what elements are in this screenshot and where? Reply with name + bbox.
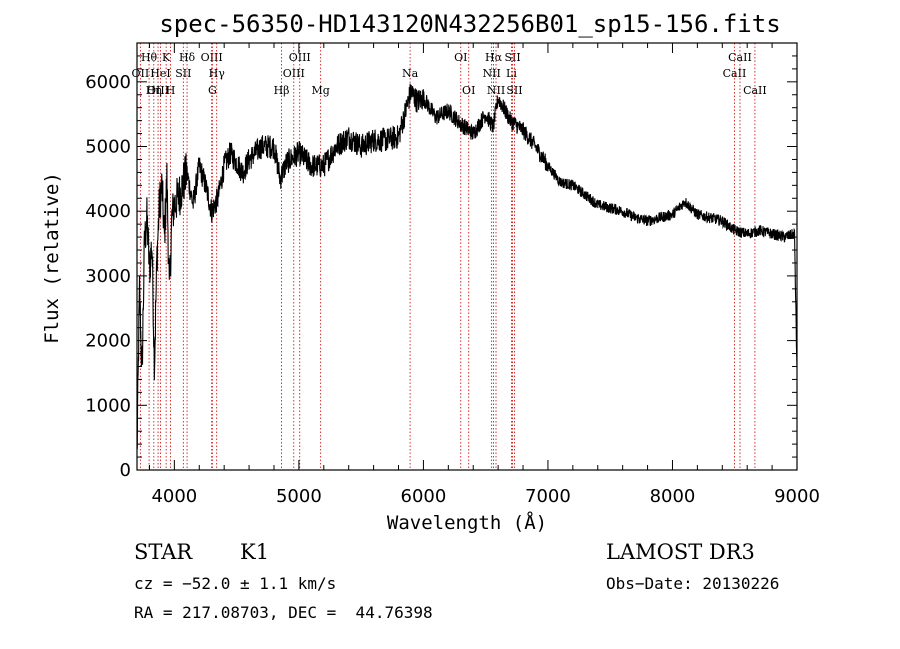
flux-series: [136, 83, 798, 451]
x-tick-label-5000: 5000: [276, 486, 322, 507]
line-label-13: OIII: [283, 67, 305, 80]
line-label-0: Hθ: [141, 51, 158, 64]
x-tick-label-8000: 8000: [650, 486, 696, 507]
line-label-27: CaII: [743, 84, 767, 97]
chart-title: spec-56350-HD143120N432256B01_sp15-156.f…: [159, 10, 780, 38]
line-label-4: K: [162, 51, 171, 64]
x-tick-label-9000: 9000: [774, 486, 820, 507]
y-tick-label-5000: 5000: [85, 137, 131, 158]
x-tick-label-4000: 4000: [151, 486, 197, 507]
y-tick-label-0: 0: [120, 460, 131, 481]
line-label-9: OIII: [201, 51, 223, 64]
line-label-14: OIII: [289, 51, 311, 64]
object-class: STAR: [134, 540, 193, 564]
y-axis-label: Flux (relative): [41, 172, 63, 344]
line-label-23: SII: [504, 51, 520, 64]
line-label-8: Hδ: [179, 51, 196, 64]
line-label-22: Li: [506, 67, 517, 80]
y-tick-label-3000: 3000: [85, 266, 131, 287]
line-label-12: Hβ: [274, 84, 290, 97]
plot-frame: [136, 42, 798, 471]
line-label-11: G: [208, 84, 217, 97]
line-label-18: OI: [462, 84, 475, 97]
line-label-2: OIII: [147, 84, 169, 97]
line-label-26: CaII: [728, 51, 752, 64]
redshift-readout: cz = −52.0 ± 1.1 km/s: [134, 574, 337, 593]
obs-date: Obs−Date: 20130226: [606, 574, 780, 593]
line-label-7: SII: [175, 67, 191, 80]
y-tick-label-1000: 1000: [85, 395, 131, 416]
x-tick-label-7000: 7000: [525, 486, 571, 507]
line-label-15: Mg: [312, 84, 330, 97]
y-tick-label-2000: 2000: [85, 331, 131, 352]
line-label-3: HeI: [150, 67, 170, 80]
object-subclass: K1: [240, 540, 270, 564]
y-tick-label-4000: 4000: [85, 201, 131, 222]
line-label-24: SII: [506, 84, 522, 97]
line-label-20: Hα: [485, 51, 503, 64]
line-label-5: Hη: [146, 84, 162, 97]
line-label-19: NII: [482, 67, 500, 80]
coordinates: RA = 217.08703, DEC = 44.76398: [134, 603, 433, 622]
line-label-1: OII: [132, 67, 150, 80]
line-label-6: H: [166, 84, 176, 97]
y-tick-label-6000: 6000: [85, 72, 131, 93]
line-label-25: CaII: [723, 67, 747, 80]
survey-name: LAMOST DR3: [606, 540, 755, 564]
x-axis-label: Wavelength (Å): [387, 511, 547, 534]
line-label-16: Na: [402, 67, 419, 80]
line-label-10: Hγ: [209, 67, 226, 80]
line-label-21: NII: [487, 84, 505, 97]
line-label-17: OI: [454, 51, 467, 64]
x-tick-label-6000: 6000: [401, 486, 447, 507]
